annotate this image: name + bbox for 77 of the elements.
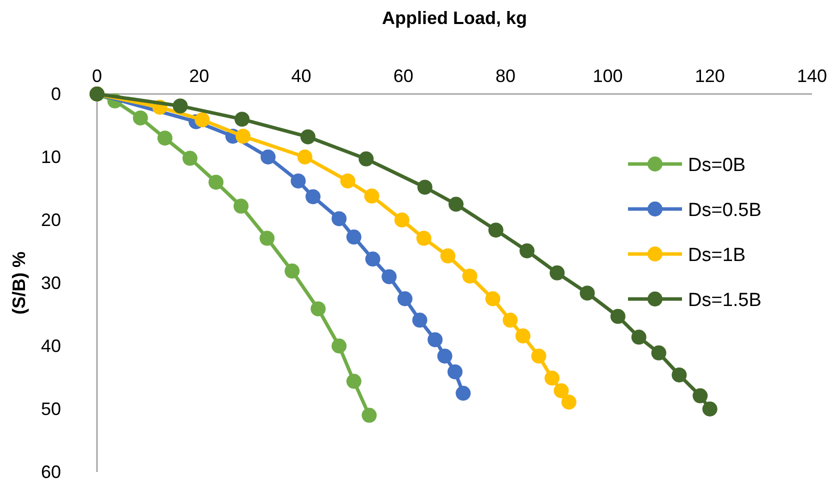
point [340, 173, 356, 188]
point [651, 345, 666, 360]
point [234, 112, 250, 127]
point [132, 110, 148, 126]
y-axis-title: (S/B) % [9, 252, 29, 314]
x-tick-label: 0 [92, 66, 102, 86]
point [382, 269, 397, 284]
x-tick-label: 100 [592, 66, 623, 86]
point [362, 408, 377, 423]
point [332, 338, 347, 354]
point [157, 130, 172, 146]
point [300, 129, 316, 144]
y-tick-label: 60 [40, 462, 61, 482]
legend-label: Ds=0B [688, 155, 746, 176]
y-tick-label: 10 [40, 147, 61, 167]
point [234, 198, 249, 214]
point [412, 312, 428, 328]
point [346, 230, 362, 245]
point [416, 230, 432, 246]
point [554, 383, 569, 398]
point [672, 367, 687, 382]
point [310, 301, 326, 316]
point [448, 364, 463, 380]
x-tick-label: 60 [393, 66, 414, 86]
point [561, 394, 576, 410]
legend-label: Ds=0.5B [688, 200, 762, 221]
point [364, 188, 380, 204]
point [260, 230, 275, 246]
point [437, 348, 452, 364]
point [488, 222, 504, 238]
point [397, 291, 412, 306]
x-tick-label: 20 [189, 66, 210, 86]
point [417, 180, 432, 195]
point [297, 150, 312, 164]
point [172, 98, 188, 114]
x-tick-label: 140 [796, 66, 828, 86]
y-tick-label: 20 [40, 210, 61, 230]
y-tick-label: 0 [50, 84, 61, 104]
point [332, 211, 347, 226]
point [260, 150, 276, 164]
x-axis-title: Applied Load, kg [382, 8, 528, 28]
point [194, 112, 210, 128]
point [306, 189, 321, 204]
x-tick-label: 80 [496, 66, 516, 86]
point [456, 386, 471, 401]
point [394, 212, 410, 228]
point [692, 388, 708, 404]
point [284, 264, 300, 279]
point [531, 348, 546, 364]
point [365, 252, 380, 267]
point [502, 312, 518, 328]
point [485, 291, 500, 306]
point [290, 173, 306, 188]
y-tick-label: 50 [40, 399, 61, 419]
point [580, 286, 595, 301]
point [236, 128, 251, 144]
point [520, 243, 535, 258]
point [631, 330, 646, 345]
point [550, 265, 565, 280]
y-tick-label: 40 [40, 336, 61, 356]
point [544, 370, 560, 386]
point [515, 328, 530, 344]
x-tick-label: 40 [291, 66, 312, 86]
x-tick-label: 120 [694, 66, 725, 86]
point [462, 268, 478, 284]
point [346, 374, 362, 389]
point [428, 332, 443, 348]
legend-label: Ds=1B [688, 245, 746, 266]
point [182, 150, 198, 166]
y-tick-label: 30 [40, 273, 61, 293]
point [208, 174, 224, 190]
point [358, 151, 374, 166]
point [610, 308, 626, 324]
legend-label: Ds=1.5B [688, 290, 762, 311]
point [440, 248, 456, 264]
point [702, 402, 718, 416]
point [448, 196, 464, 212]
